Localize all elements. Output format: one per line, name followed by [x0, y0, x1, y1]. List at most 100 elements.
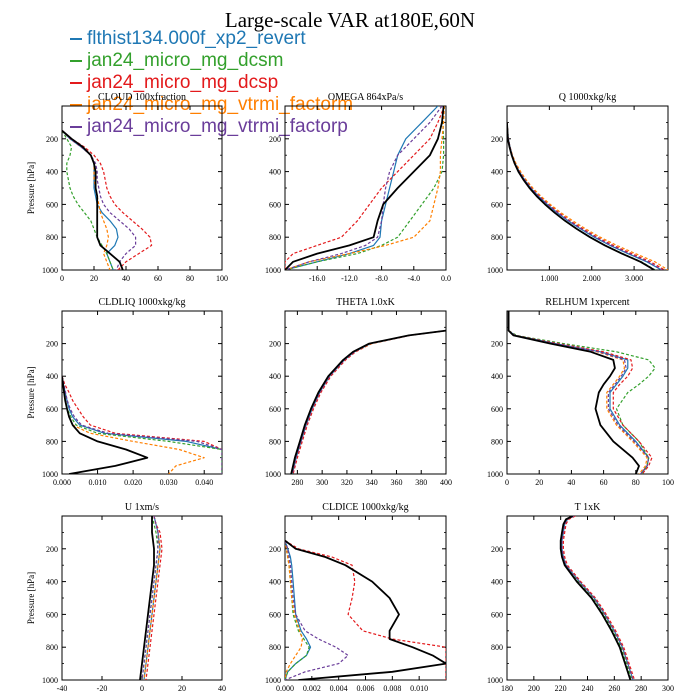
- x-tick-label: 300: [662, 684, 674, 693]
- series-line: [507, 122, 662, 270]
- x-tick-label: 0.020: [124, 478, 142, 487]
- series-group: [290, 329, 446, 474]
- legend-label: jan24_micro_mg_dcsm: [87, 50, 284, 71]
- legend-swatch: [70, 104, 82, 106]
- y-tick-label: 600: [491, 200, 503, 209]
- x-tick-label: 0.002: [303, 684, 321, 693]
- y-tick-label: 200: [269, 340, 281, 349]
- x-tick-label: 20: [90, 274, 98, 283]
- series-group: [62, 129, 153, 270]
- y-tick-label: 600: [269, 610, 281, 619]
- series-line: [507, 122, 656, 270]
- legend-label: jan24_micro_mg_vtrmi_factorp: [87, 116, 348, 137]
- series-line: [62, 130, 153, 270]
- x-tick-label: 0.008: [383, 684, 401, 693]
- series-line: [285, 106, 445, 270]
- y-tick-label: 400: [46, 168, 58, 177]
- plot-frame: [506, 515, 669, 681]
- x-tick-label: 0: [140, 684, 144, 693]
- series-line: [507, 122, 668, 270]
- x-tick-label: 80: [186, 274, 194, 283]
- series-line: [508, 311, 656, 474]
- y-tick-label: 800: [46, 437, 58, 446]
- plot-frame: [61, 515, 223, 681]
- series-line: [285, 540, 303, 680]
- series-line: [507, 122, 665, 270]
- x-tick-label: 260: [608, 684, 620, 693]
- y-tick-label: 200: [46, 340, 58, 349]
- chart-panel: OMEGA 864xPa/s 200 400 600 800 1000 -16.0 -12.0…: [265, 92, 451, 283]
- y-tick-label: 1000: [265, 676, 281, 685]
- y-tick-label: 800: [269, 643, 281, 652]
- x-tick-label: 0.010: [89, 478, 107, 487]
- series-line: [62, 130, 114, 270]
- x-tick-label: 1.000: [540, 274, 558, 283]
- y-tick-label: 600: [46, 200, 58, 209]
- y-tick-label: 1000: [487, 266, 503, 275]
- series-group: [62, 376, 222, 474]
- series-group: [285, 106, 445, 270]
- legend-item: jan24_micro_mg_vtrmi_factorm: [70, 94, 353, 116]
- x-tick-label: 0.0: [441, 274, 451, 283]
- series-line: [285, 106, 445, 270]
- x-tick-label: 20: [178, 684, 186, 693]
- y-tick-label: 1000: [42, 266, 58, 275]
- series-group: [507, 122, 668, 270]
- y-tick-label: 800: [491, 233, 503, 242]
- series-line: [62, 376, 149, 474]
- series-group: [139, 516, 163, 680]
- y-tick-label: 1000: [487, 470, 503, 479]
- legend-swatch: [70, 60, 82, 62]
- panel-title: CLDLIQ 1000xkg/kg: [99, 297, 186, 308]
- series-line: [139, 516, 155, 680]
- series-line: [508, 311, 648, 474]
- series-line: [285, 106, 439, 270]
- series-line: [62, 376, 222, 474]
- x-tick-label: 0: [60, 274, 64, 283]
- legend: flthist134.000f_xp2_revert jan24_micro_mg…: [70, 28, 353, 138]
- legend-swatch: [70, 126, 82, 128]
- y-tick-label: 600: [269, 200, 281, 209]
- y-tick-label: 800: [269, 233, 281, 242]
- y-tick-label: 200: [491, 135, 503, 144]
- series-line: [285, 540, 446, 680]
- series-line: [290, 329, 446, 474]
- series-line: [145, 516, 163, 680]
- y-tick-label: 1000: [42, 470, 58, 479]
- series-line: [507, 311, 640, 474]
- plot-frame: [61, 105, 223, 271]
- legend-label: jan24_micro_mg_dcsp: [87, 72, 279, 93]
- series-line: [560, 516, 633, 680]
- x-tick-label: 0.010: [410, 684, 428, 693]
- y-tick-label: 1000: [265, 266, 281, 275]
- x-tick-label: -20: [97, 684, 108, 693]
- x-tick-label: 360: [390, 478, 402, 487]
- x-tick-label: 340: [366, 478, 378, 487]
- chart-panel: THETA 1.0xK 200 400 600 800 1000 280 300 320 340 3…: [265, 297, 452, 487]
- x-tick-label: 40: [567, 478, 575, 487]
- series-line: [285, 539, 446, 680]
- legend-swatch: [70, 38, 82, 40]
- x-tick-label: 280: [291, 478, 303, 487]
- x-tick-label: 2.000: [583, 274, 601, 283]
- y-axis-label: Pressure [hPa]: [26, 572, 36, 624]
- y-tick-label: 600: [46, 405, 58, 414]
- series-line: [291, 330, 446, 474]
- y-tick-label: 400: [491, 168, 503, 177]
- series-line: [508, 311, 650, 474]
- x-tick-label: 0.006: [357, 684, 375, 693]
- x-tick-label: -8.0: [375, 274, 388, 283]
- x-tick-label: 60: [600, 478, 608, 487]
- x-tick-label: -4.0: [407, 274, 420, 283]
- series-line: [62, 130, 137, 270]
- x-tick-label: 0: [505, 478, 509, 487]
- y-tick-label: 200: [269, 135, 281, 144]
- y-tick-label: 400: [269, 168, 281, 177]
- y-axis-label: Pressure [hPa]: [26, 366, 36, 418]
- panel-title: U 1xm/s: [125, 502, 159, 513]
- x-tick-label: 380: [415, 478, 427, 487]
